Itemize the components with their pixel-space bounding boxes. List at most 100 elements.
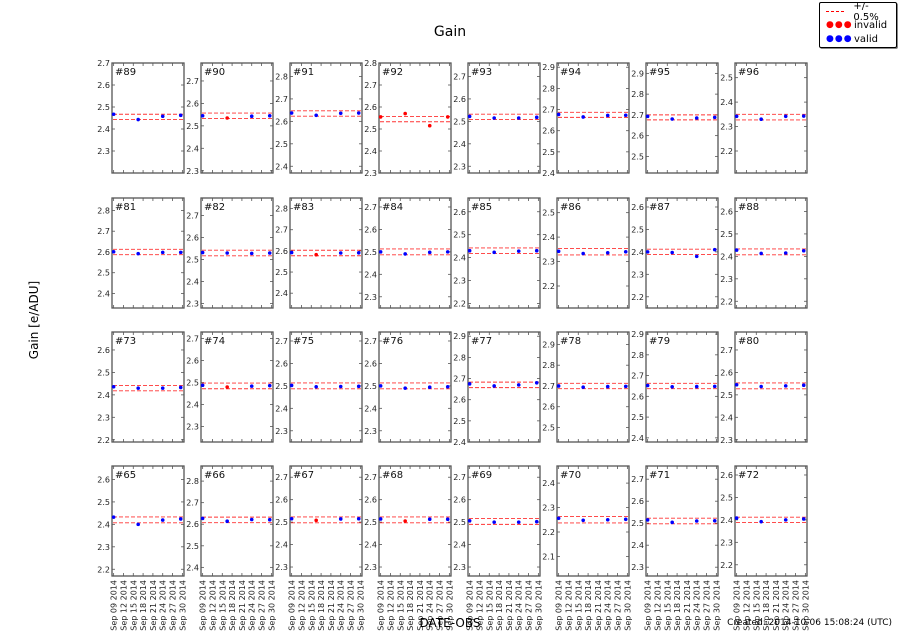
x-tick-label: Sep 30 2014 — [267, 580, 276, 631]
y-tick-label: 2.5 — [186, 379, 199, 388]
valid-data-point — [516, 249, 521, 253]
y-tick-label: 2.5 — [275, 140, 288, 149]
valid-data-point — [645, 518, 650, 522]
x-tick-label: Sep 24 2014 — [248, 580, 257, 631]
y-tick-label: 2.7 — [453, 72, 466, 81]
valid-data-point — [267, 517, 272, 522]
valid-data-point — [556, 112, 561, 117]
x-tick-label: Sep 27 2014 — [258, 580, 267, 631]
valid-data-point — [267, 251, 272, 255]
y-tick-label: 2.4 — [720, 413, 733, 422]
subplot-label: #96 — [738, 67, 759, 78]
x-tick-label: Sep 21 2014 — [594, 580, 603, 631]
y-tick-label: 2.6 — [453, 208, 466, 217]
axes-frame — [289, 62, 363, 174]
valid-data-point — [225, 251, 229, 255]
x-tick-label: Sep 18 2014 — [317, 580, 326, 631]
valid-data-point — [623, 384, 628, 389]
x-tick-label: Sep 24 2014 — [782, 580, 791, 631]
valid-data-point — [136, 386, 140, 390]
axes-frame — [734, 465, 808, 577]
y-tick-label: 2.4 — [364, 270, 377, 279]
valid-data-point — [534, 115, 539, 120]
y-tick-label: 2.6 — [453, 496, 466, 505]
y-tick-label: 2.5 — [275, 268, 288, 277]
axes-frame — [289, 465, 363, 577]
y-tick-label: 2.6 — [720, 368, 733, 377]
subplot-label: #83 — [293, 202, 314, 213]
valid-data-point — [516, 520, 521, 524]
valid-data-point — [801, 114, 806, 118]
axes-frame — [200, 62, 274, 174]
y-tick-label: 2.2 — [720, 297, 733, 306]
y-tick-label: 2.5 — [453, 231, 466, 240]
x-tick-label: Sep 12 2014 — [208, 580, 217, 631]
y-tick-label: 2.7 — [186, 212, 199, 221]
subplot-label: #73 — [115, 336, 136, 347]
valid-data-point — [267, 113, 272, 118]
y-tick-label: 2.4 — [364, 404, 377, 413]
y-tick-label: 2.7 — [631, 475, 644, 484]
y-tick-label: 2.4 — [275, 404, 288, 413]
axes-frame — [467, 62, 541, 174]
x-tick-label: Sep 24 2014 — [159, 580, 168, 631]
axes-frame — [556, 331, 630, 443]
y-tick-label: 2.2 — [720, 147, 733, 156]
y-tick-label: 2.4 — [275, 541, 288, 550]
y-tick-label: 2.4 — [453, 140, 466, 149]
y-tick-label: 2.6 — [364, 359, 377, 368]
x-tick-label: Sep 27 2014 — [347, 580, 356, 631]
x-tick-label: Sep 15 2014 — [485, 580, 494, 631]
y-tick-label: 2.6 — [364, 103, 377, 112]
subplot-label: #77 — [471, 336, 492, 347]
y-tick-label: 2.7 — [186, 499, 199, 508]
valid-data-point — [249, 114, 254, 119]
valid-data-point — [581, 385, 585, 390]
y-tick-label: 2.6 — [97, 475, 110, 484]
subplot-ccd-85: 2.2 2.3 2.4 2.5 2.6 #85 — [453, 197, 541, 309]
subplot-label: #70 — [560, 470, 581, 481]
valid-data-point — [712, 247, 717, 252]
y-tick-label: 2.7 — [275, 473, 288, 482]
x-tick-label: Sep 27 2014 — [525, 580, 534, 631]
valid-data-point — [534, 248, 539, 253]
y-tick-label: 2.8 — [275, 72, 288, 81]
x-tick-label: Sep 30 2014 — [534, 580, 543, 631]
valid-data-point — [556, 516, 561, 521]
valid-data-point — [801, 248, 806, 253]
x-tick-label: Sep 15 2014 — [396, 580, 405, 631]
subplot-label: #68 — [382, 470, 403, 481]
x-tick-label: Sep 18 2014 — [762, 580, 771, 631]
valid-data-point — [556, 249, 561, 254]
axes-frame — [556, 197, 630, 309]
x-tick-label: Sep 12 2014 — [742, 580, 751, 631]
y-tick-label: 2.4 — [97, 391, 110, 400]
valid-data-point — [225, 519, 229, 524]
axes-frame — [200, 465, 274, 577]
valid-data-point — [136, 522, 140, 527]
x-tick-label: Sep 18 2014 — [406, 580, 415, 631]
y-tick-label: 2.7 — [97, 59, 110, 68]
valid-data-point — [445, 250, 450, 254]
axes-frame — [378, 465, 452, 577]
subplot-label: #93 — [471, 67, 492, 78]
valid-data-point — [160, 114, 165, 119]
valid-data-point — [645, 250, 650, 254]
valid-data-point — [200, 383, 205, 388]
valid-data-point — [581, 115, 585, 119]
axes-frame — [556, 465, 630, 577]
valid-data-point — [712, 518, 717, 523]
axes-frame — [467, 465, 541, 577]
x-tick-label: Sep 27 2014 — [703, 580, 712, 631]
subplot-label: #74 — [204, 336, 225, 347]
y-tick-label: 2.4 — [97, 520, 110, 529]
valid-data-point — [160, 518, 165, 522]
subplot-ccd-79: 2.4 2.5 2.6 2.7 2.8 2.9 #79 — [631, 330, 719, 443]
y-tick-label: 2.6 — [631, 497, 644, 506]
x-tick-label: Sep 24 2014 — [515, 580, 524, 631]
y-tick-label: 2.5 — [97, 269, 110, 278]
valid-data-point — [338, 251, 343, 255]
